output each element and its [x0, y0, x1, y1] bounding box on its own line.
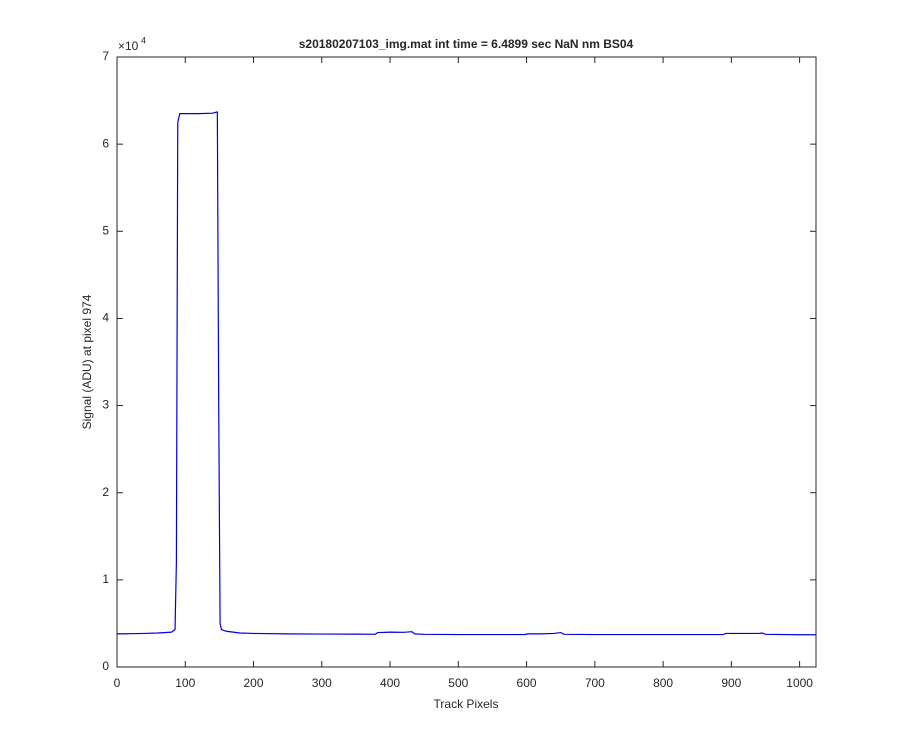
y-tick-label: 3 — [102, 398, 109, 412]
x-tick-label: 0 — [114, 676, 121, 690]
y-exponent-base: ×10 — [118, 39, 139, 53]
y-tick-label: 5 — [102, 223, 109, 237]
x-tick-label: 900 — [721, 676, 741, 690]
y-axis-label: Signal (ADU) at pixel 974 — [80, 294, 94, 429]
x-tick-label: 1000 — [786, 676, 813, 690]
y-tick-label: 0 — [102, 659, 109, 673]
x-axis-label: Track Pixels — [434, 697, 499, 711]
data-line — [116, 111, 816, 636]
x-tick-label: 500 — [448, 676, 468, 690]
x-tick-label: 300 — [312, 676, 332, 690]
y-tick-label: 6 — [102, 136, 109, 150]
x-tick-label: 100 — [175, 676, 195, 690]
x-tick-label: 200 — [244, 676, 264, 690]
y-tick-label: 1 — [102, 572, 109, 586]
chart-title: s20180207103_img.mat int time = 6.4899 s… — [299, 37, 634, 51]
x-tick-label: 700 — [585, 676, 605, 690]
x-tick-label: 600 — [517, 676, 537, 690]
y-tick-label: 7 — [102, 49, 109, 63]
y-tick-label: 2 — [102, 485, 109, 499]
x-tick-label: 800 — [653, 676, 673, 690]
y-exponent-power: 4 — [141, 35, 146, 45]
plot-area — [116, 56, 817, 668]
y-tick-label: 4 — [102, 311, 109, 325]
x-tick-label: 400 — [380, 676, 400, 690]
